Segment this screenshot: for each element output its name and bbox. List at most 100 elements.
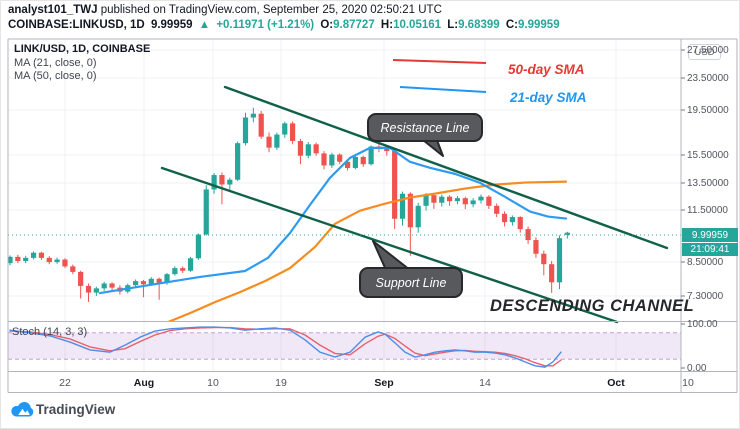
publish-info: analyst101_TWJ published on TradingView.… xyxy=(8,4,442,16)
tradingview-logo-icon xyxy=(11,401,34,417)
candle-body xyxy=(556,238,563,283)
time-axis-label: 10 xyxy=(682,377,694,389)
price-axis[interactable]: 27.50000 23.50000 19.50000 15.50000 13.50000… xyxy=(681,39,740,392)
candle-body xyxy=(172,268,178,275)
time-axis[interactable]: 22 Aug 10 19 Sep 14 Oct 10 xyxy=(0,372,740,392)
price-axis-label: 15.50000 xyxy=(687,150,729,161)
high-label: H: xyxy=(380,19,394,31)
descending-channel-text[interactable]: DESCENDING CHANNEL xyxy=(490,297,695,315)
candle-body xyxy=(164,274,170,283)
candle-body xyxy=(352,156,358,168)
candle-body xyxy=(38,252,44,258)
sma21-text-annotation[interactable]: 21-day SMA xyxy=(510,90,587,105)
candle-body xyxy=(431,195,437,203)
candle-body xyxy=(195,234,201,259)
candle-body xyxy=(321,153,327,166)
candle-body xyxy=(494,205,500,214)
candle-body xyxy=(8,256,13,264)
candle-body xyxy=(235,143,241,180)
support-trendline[interactable] xyxy=(160,166,619,324)
candle-body xyxy=(23,257,29,262)
chart-legend[interactable]: LINK/USD, 1D, COINBASE MA (21, close, 0)… xyxy=(14,43,150,84)
candle-body xyxy=(85,285,92,293)
candle-body xyxy=(211,175,217,190)
change-arrow-icon: ▲ xyxy=(198,19,211,31)
candle-body xyxy=(109,283,115,288)
candle-body xyxy=(392,151,398,219)
candle-body xyxy=(140,281,147,285)
candle-body xyxy=(517,217,523,230)
stoch-axis-label: 0.00 xyxy=(687,363,707,374)
candle-body xyxy=(180,268,186,271)
candle-body xyxy=(533,240,539,254)
time-axis-label: Sep xyxy=(374,377,394,389)
candle-body xyxy=(15,256,21,262)
pane-borders xyxy=(7,38,738,393)
candle-body xyxy=(227,179,233,185)
low-label: L: xyxy=(447,19,459,31)
candle-body xyxy=(305,144,311,156)
candle-body xyxy=(30,252,37,258)
ma21-line xyxy=(98,146,568,295)
candle-body xyxy=(78,271,84,286)
candle-body xyxy=(313,144,319,154)
currency-toggle-button[interactable]: USD xyxy=(688,44,721,60)
candle-body xyxy=(337,154,343,162)
ma50-line xyxy=(167,180,568,321)
symbol-name: COINBASE:LINKUSD, 1D xyxy=(8,19,145,31)
candle-body xyxy=(549,264,555,283)
price-axis-label: 23.50000 xyxy=(687,73,729,84)
high-value: 10.05161 xyxy=(393,19,442,31)
time-axis-label: 14 xyxy=(479,377,491,389)
candle-body xyxy=(219,175,225,185)
candle-body xyxy=(329,154,335,166)
price-axis-label: 19.50000 xyxy=(687,105,729,116)
symbol-info-bar: COINBASE:LINKUSD, 1D 9.99959 ▲ +0.11971 … xyxy=(8,19,563,31)
sma50-sample-line xyxy=(392,59,487,64)
stochastic-indicator-label[interactable]: Stoch (14, 3, 3) xyxy=(12,326,88,338)
time-axis-label: Aug xyxy=(133,377,155,389)
price-change: +0.11971 (+1.21%) xyxy=(216,19,315,31)
candle-body xyxy=(447,196,453,202)
candle-body xyxy=(156,278,162,283)
candle-body xyxy=(297,140,304,156)
candle-body xyxy=(266,136,272,148)
close-label: C: xyxy=(505,19,519,31)
stoch-k-line xyxy=(9,326,562,368)
legend-ma50: MA (50, close, 0) xyxy=(14,70,97,82)
resistance-line-callout[interactable]: Resistance Line xyxy=(367,113,483,142)
stoch-band xyxy=(8,332,681,360)
candle-body xyxy=(407,193,413,228)
last-price: 9.99959 xyxy=(150,19,193,31)
price-axis-label: 8.50000 xyxy=(687,257,724,268)
candle-body xyxy=(415,205,421,228)
price-axis-label: 27.50000 xyxy=(687,45,729,56)
time-axis-label: Oct xyxy=(607,377,625,389)
time-axis-label: 10 xyxy=(207,377,219,389)
candle-body xyxy=(509,217,515,223)
stoch-band-fill xyxy=(8,332,681,360)
bar-countdown-badge: 21:09:41 xyxy=(682,243,738,256)
resistance-trendline[interactable] xyxy=(223,85,669,250)
candle-body xyxy=(344,161,351,168)
candle-body xyxy=(423,195,429,206)
price-axis-label: 7.30000 xyxy=(687,291,724,302)
low-value: 9.68399 xyxy=(458,19,500,31)
sma50-text-annotation[interactable]: 50-day SMA xyxy=(508,62,585,77)
ma-overlays xyxy=(98,146,568,321)
tradingview-brand-text[interactable]: TradingView xyxy=(36,402,116,417)
candle-body xyxy=(54,259,60,263)
legend-ma21: MA (21, close, 0) xyxy=(14,56,97,69)
candle-body xyxy=(384,148,390,152)
support-line-callout[interactable]: Support Line xyxy=(359,267,463,298)
candle-body xyxy=(470,200,476,205)
price-axis-label: 11.50000 xyxy=(687,205,728,216)
candle-body xyxy=(203,189,209,235)
stochastic-series xyxy=(9,326,562,368)
candle-body xyxy=(501,213,508,223)
candle-body xyxy=(242,117,249,144)
candle-body xyxy=(478,196,484,201)
close-value: 9.99959 xyxy=(518,19,560,31)
candle-body xyxy=(62,259,68,267)
